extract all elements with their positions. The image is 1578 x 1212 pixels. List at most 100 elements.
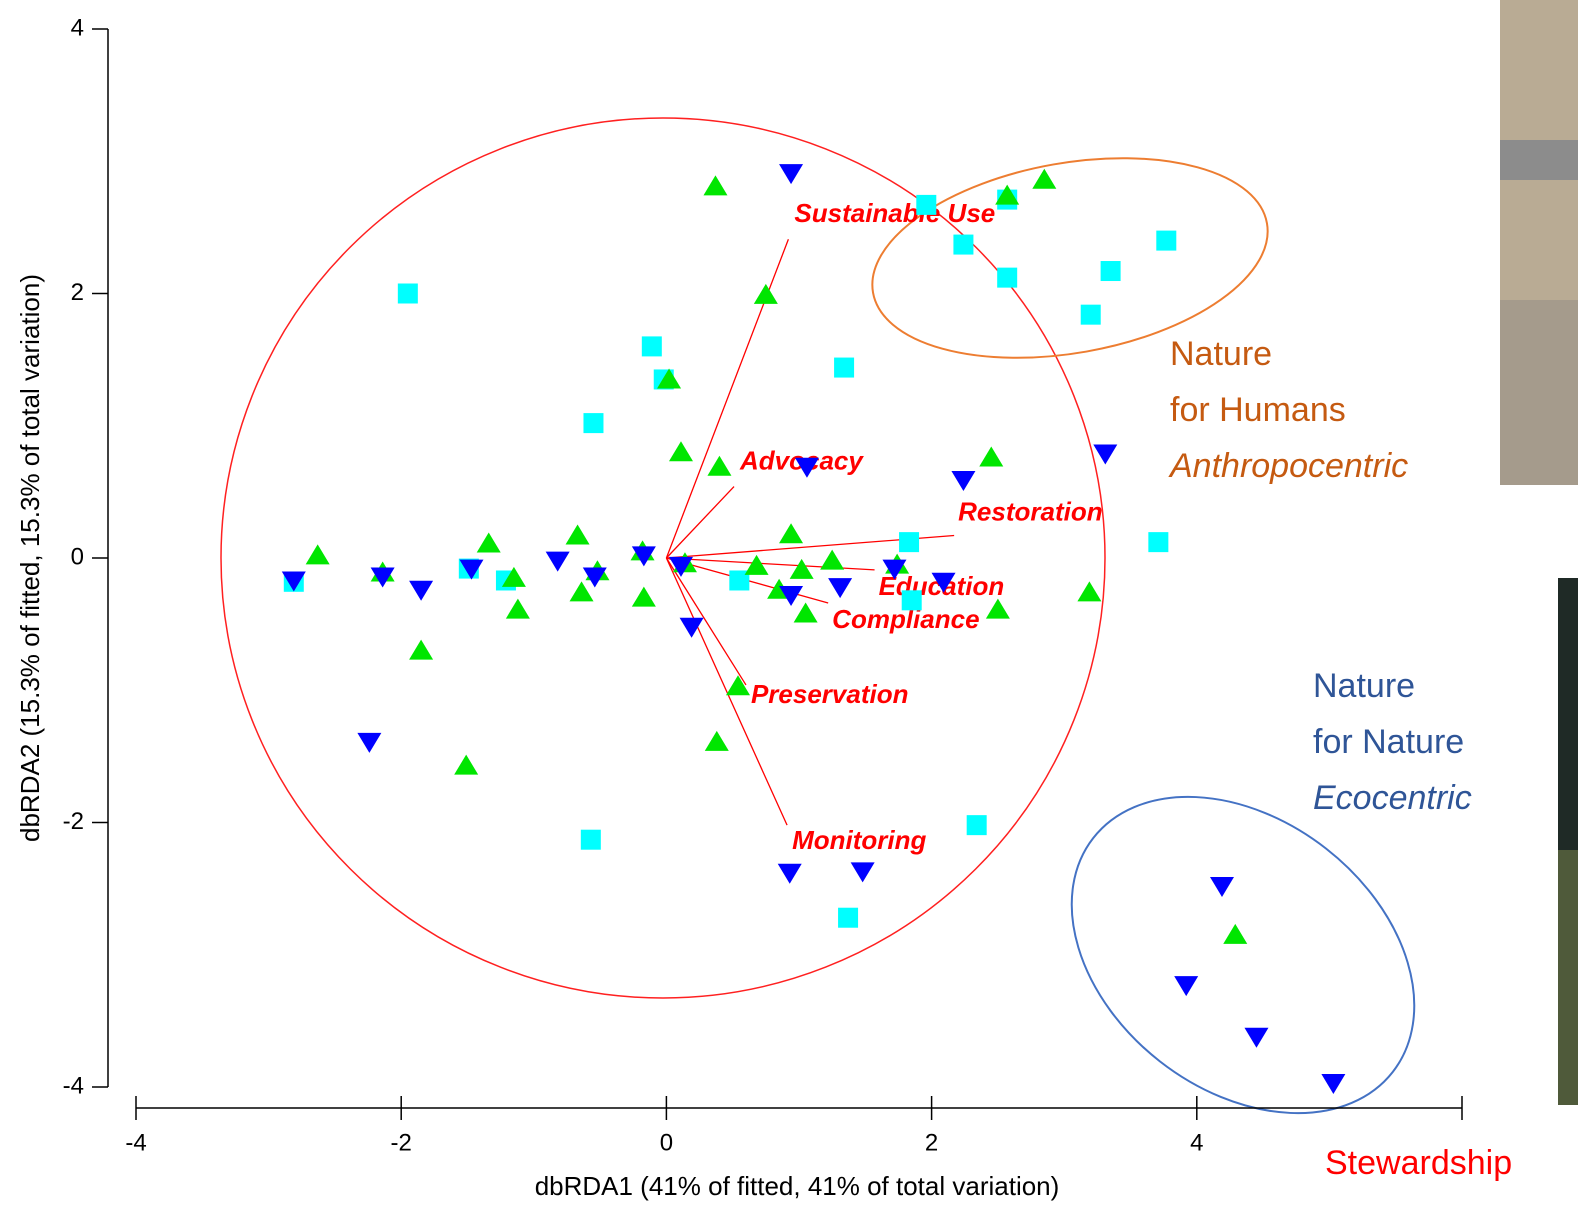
point [744,554,769,575]
point [951,470,976,491]
point [828,578,853,599]
point [357,732,382,753]
vector [665,557,747,686]
vector [666,557,875,571]
x-tick-label: 4 [1190,1129,1203,1156]
point [305,544,330,565]
point [1174,976,1199,997]
point [370,567,395,588]
point [565,524,590,545]
annotation: Nature [1313,667,1415,705]
point [729,570,750,591]
y-tick-label: 4 [71,14,84,41]
point [704,730,729,751]
photo-detail [1558,850,1578,1105]
point [583,413,604,434]
y-tick-label: 2 [71,279,84,306]
point [979,446,1004,467]
point [779,523,804,544]
point [668,441,693,462]
point [641,336,662,357]
point [409,639,434,660]
point [899,532,920,553]
point [545,551,570,572]
point [820,549,845,570]
point [631,546,656,567]
annotation: for Nature [1313,723,1464,761]
vector [665,239,789,559]
point [726,675,751,696]
point [953,234,974,255]
point [995,184,1020,205]
point [1093,444,1118,465]
point [1032,168,1057,189]
point [1148,532,1169,553]
point [631,586,656,607]
x-tick-label: -2 [391,1129,412,1156]
point [985,598,1010,619]
y-tick-label: -4 [63,1072,84,1099]
point [1223,923,1248,944]
point [838,907,859,928]
point [501,566,526,587]
point [668,556,693,577]
vector-label: Sustainable Use [794,198,995,228]
point [580,829,601,850]
point [779,164,804,185]
point [931,572,956,593]
point [794,457,819,478]
x-tick-label: 2 [925,1129,938,1156]
annotation: Anthropocentric [1168,447,1408,485]
point [582,567,607,588]
point [777,863,802,884]
vector [665,486,735,559]
point [1080,304,1101,325]
photo-detail [1500,300,1578,485]
x-axis-title: dbRDA1 (41% of fitted, 41% of total vari… [535,1171,1060,1201]
point [834,357,855,378]
point [1244,1027,1269,1048]
point [1100,261,1121,282]
point [409,580,434,601]
group-ellipse [871,157,1269,359]
y-tick-label: 0 [71,543,84,570]
annotation: for Humans [1170,391,1346,429]
group-ellipse [1070,795,1416,1115]
y-tick-label: -2 [63,808,84,835]
point [707,455,732,476]
point [1321,1074,1346,1095]
y-axis-title: dbRDA2 (15.3% of fitted, 15.3% of total … [15,274,45,842]
point [966,815,987,836]
point [505,598,530,619]
vector-label: Restoration [958,496,1102,526]
annotation: Nature [1170,335,1272,373]
point [703,175,728,196]
point [753,283,778,304]
vector-label: Preservation [751,679,909,709]
point [793,602,818,623]
point [882,559,907,580]
point [569,581,594,602]
point [454,754,479,775]
point [459,559,484,580]
point [1077,581,1102,602]
vector [665,557,788,826]
point [789,558,814,579]
x-tick-label: 0 [660,1129,673,1156]
point [397,283,418,304]
point [281,571,306,592]
point [476,532,501,553]
point [1156,230,1177,251]
group-ellipse [220,117,1106,999]
annotation: Ecocentric [1313,779,1472,817]
annotation: Stewardship [1325,1144,1512,1182]
point [916,194,937,215]
point [901,590,922,611]
x-tick-label: -4 [125,1129,146,1156]
point [679,617,704,638]
point [850,862,875,883]
photo-detail [1500,140,1578,180]
point [657,368,682,389]
